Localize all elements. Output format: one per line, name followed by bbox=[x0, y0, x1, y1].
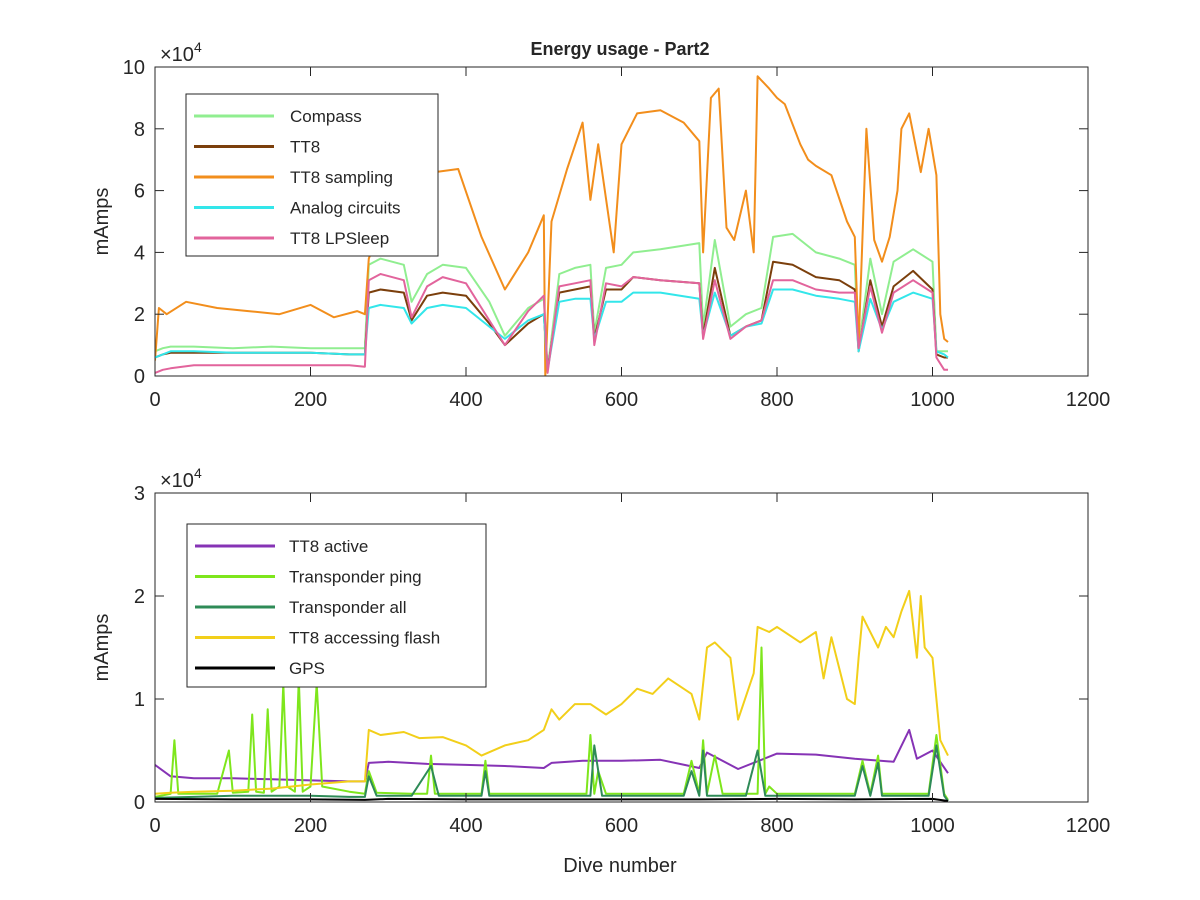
y-tick-label: 3 bbox=[134, 483, 145, 505]
legend-label: Transponder ping bbox=[289, 568, 422, 587]
y-tick-label: 0 bbox=[134, 792, 145, 814]
series-group bbox=[155, 75, 949, 376]
y-tick-label: 6 bbox=[134, 181, 145, 203]
series-line-3 bbox=[155, 744, 949, 802]
x-tick-label: 600 bbox=[605, 389, 638, 411]
y-tick-label: 8 bbox=[134, 119, 145, 141]
exponent-power: 4 bbox=[194, 465, 202, 481]
y-tick-label: 4 bbox=[134, 242, 145, 264]
y-exponent-label: ×104 bbox=[160, 465, 202, 492]
y-tick-label: 10 bbox=[123, 57, 145, 79]
x-tick-label: 1000 bbox=[910, 815, 955, 837]
series-line-3 bbox=[155, 75, 949, 376]
legend-label: TT8 accessing flash bbox=[289, 629, 440, 648]
series-line-4 bbox=[155, 589, 949, 795]
x-tick-label: 800 bbox=[760, 815, 793, 837]
series-line-1 bbox=[155, 728, 949, 783]
legend-label: Compass bbox=[290, 107, 362, 126]
legend-label: TT8 LPSleep bbox=[290, 229, 389, 248]
legend-label: Transponder all bbox=[289, 598, 407, 617]
x-tick-label: 400 bbox=[449, 389, 482, 411]
x-tick-label: 1200 bbox=[1066, 815, 1111, 837]
y-tick-label: 1 bbox=[134, 689, 145, 711]
x-tick-label: 1200 bbox=[1066, 389, 1111, 411]
x-tick-label: 0 bbox=[149, 389, 160, 411]
legend-label: GPS bbox=[289, 659, 325, 678]
top-plot: 0 200 400 600 800 1000 12000246810×104mAmpsCom… bbox=[91, 39, 1110, 411]
exponent-base: ×10 bbox=[160, 470, 194, 492]
legend-label: Analog circuits bbox=[290, 199, 401, 218]
legend-label: TT8 bbox=[290, 138, 320, 157]
x-tick-label: 0 bbox=[149, 815, 160, 837]
exponent-base: ×10 bbox=[160, 44, 194, 66]
series-line-5 bbox=[155, 273, 948, 374]
exponent-power: 4 bbox=[194, 39, 202, 55]
y-tick-label: 0 bbox=[134, 366, 145, 388]
y-tick-label: 2 bbox=[134, 304, 145, 326]
legend: Compass TT8 TT8 sampling Analog circuits TT8… bbox=[185, 93, 439, 257]
x-tick-label: 200 bbox=[294, 389, 327, 411]
bottom-plot: 0 200 400 600 800 1000 1200 0 1 2 3 ×104 mAmps TT8 ac… bbox=[91, 465, 1110, 837]
legend-box bbox=[185, 93, 439, 257]
y-exponent-label: ×104 bbox=[160, 39, 202, 66]
y-tick-label: 2 bbox=[134, 586, 145, 608]
legend: TT8 active Transponder ping Transponder al… bbox=[186, 523, 487, 688]
x-tick-label: 1000 bbox=[910, 389, 955, 411]
legend-label: TT8 active bbox=[289, 537, 368, 556]
x-tick-label: 200 bbox=[294, 815, 327, 837]
legend-label: TT8 sampling bbox=[290, 168, 393, 187]
x-tick-label: 800 bbox=[760, 389, 793, 411]
x-tick-label: 600 bbox=[605, 815, 638, 837]
chart-title: Energy usage - Part2 bbox=[530, 39, 709, 59]
x-tick-label: 400 bbox=[449, 815, 482, 837]
x-axis-label: Dive number bbox=[563, 855, 677, 877]
y-axis-label: mAmps bbox=[91, 614, 113, 682]
y-axis-label: mAmps bbox=[91, 188, 113, 256]
